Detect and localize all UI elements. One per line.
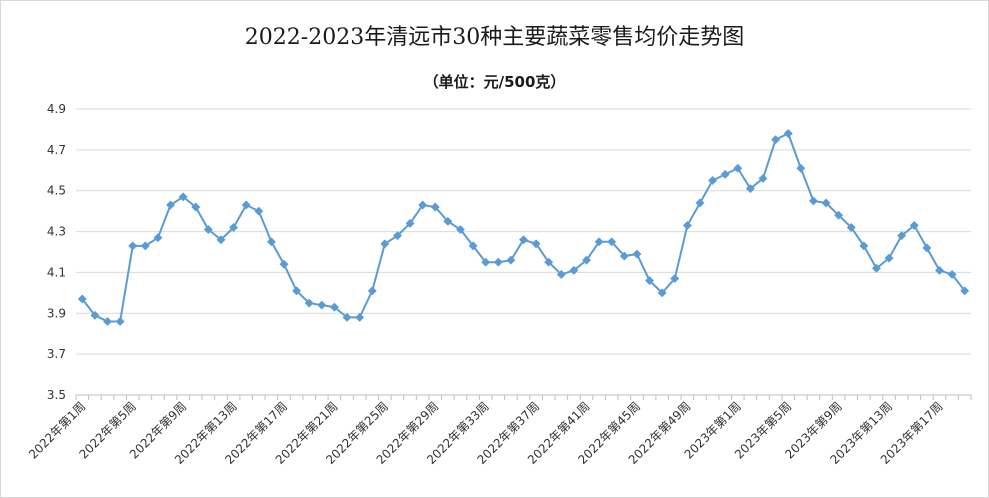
y-tick-label: 4.7 (47, 143, 66, 157)
data-point (405, 218, 415, 228)
data-point (619, 251, 629, 261)
data-point (783, 128, 793, 139)
data-point (254, 206, 264, 216)
y-tick-label: 4.1 (47, 265, 66, 279)
data-point (140, 241, 150, 251)
y-tick-label: 3.5 (47, 388, 66, 402)
grid-lines (76, 108, 971, 396)
data-point (203, 224, 213, 235)
data-point (317, 300, 327, 310)
data-point (922, 243, 932, 253)
y-tick-label: 3.9 (47, 306, 66, 320)
data-point (897, 231, 907, 241)
data-point (481, 257, 491, 267)
data-point (771, 135, 781, 145)
data-point (216, 235, 226, 245)
data-point (569, 265, 579, 275)
y-axis: 3.5 3.7 3.9 4.1 4.3 4.5 4.7 4.9 (47, 102, 66, 402)
data-point (304, 298, 314, 308)
data-point (733, 163, 743, 173)
data-point (292, 286, 302, 296)
data-point (556, 269, 566, 280)
data-point (884, 253, 894, 263)
data-point (128, 241, 138, 251)
data-point (594, 237, 604, 247)
data-point (430, 202, 440, 212)
data-point (518, 235, 529, 245)
data-point (165, 200, 176, 210)
data-point (745, 184, 755, 194)
data-point (670, 274, 680, 284)
data-point (229, 222, 239, 233)
x-axis: 2022年第1周2022年第5周2022年第9周2022年第13周2022年第1… (26, 395, 972, 467)
data-point (934, 265, 945, 275)
data-point (834, 210, 844, 220)
data-point (178, 192, 188, 202)
data-point (468, 241, 478, 251)
series-line (81, 132, 966, 323)
data-point (808, 196, 818, 206)
chart-subtitle: （单位：元/500克） (423, 73, 566, 91)
data-point (909, 220, 919, 230)
y-tick-label: 4.5 (47, 184, 66, 198)
data-point (380, 239, 390, 249)
data-point (708, 175, 718, 186)
y-tick-label: 4.9 (47, 102, 66, 116)
series-price (77, 128, 970, 327)
data-point (544, 257, 554, 267)
data-point (329, 302, 339, 312)
data-point (115, 316, 125, 327)
data-point (367, 286, 377, 296)
data-point (657, 288, 667, 298)
data-point (455, 224, 466, 235)
data-point (77, 294, 87, 304)
data-point (443, 216, 453, 226)
data-point (506, 255, 516, 265)
y-tick-label: 3.7 (47, 347, 66, 361)
data-point (960, 286, 970, 296)
data-point (531, 239, 541, 249)
data-point (607, 237, 617, 247)
data-point (342, 312, 352, 322)
data-point (355, 312, 365, 322)
data-point (266, 237, 276, 247)
data-point (758, 173, 768, 184)
data-point (418, 200, 428, 210)
data-point (581, 255, 592, 265)
data-point (720, 169, 730, 179)
data-point (871, 263, 882, 273)
data-point (153, 233, 163, 243)
data-point (90, 310, 100, 320)
data-point (279, 259, 289, 269)
data-point (796, 163, 806, 173)
data-point (846, 222, 856, 233)
data-point (102, 316, 113, 327)
data-point (821, 198, 831, 208)
data-point (695, 198, 705, 208)
y-tick-label: 4.3 (47, 225, 66, 239)
data-point (859, 241, 869, 251)
data-point (241, 200, 251, 210)
data-point (645, 276, 655, 286)
data-point (392, 231, 402, 241)
data-point (682, 220, 692, 230)
data-point (632, 249, 642, 259)
data-point (191, 202, 201, 212)
chart-title: 2022-2023年清远市30种主要蔬菜零售均价走势图 (244, 25, 745, 50)
data-point (493, 257, 503, 267)
data-point (947, 269, 957, 280)
